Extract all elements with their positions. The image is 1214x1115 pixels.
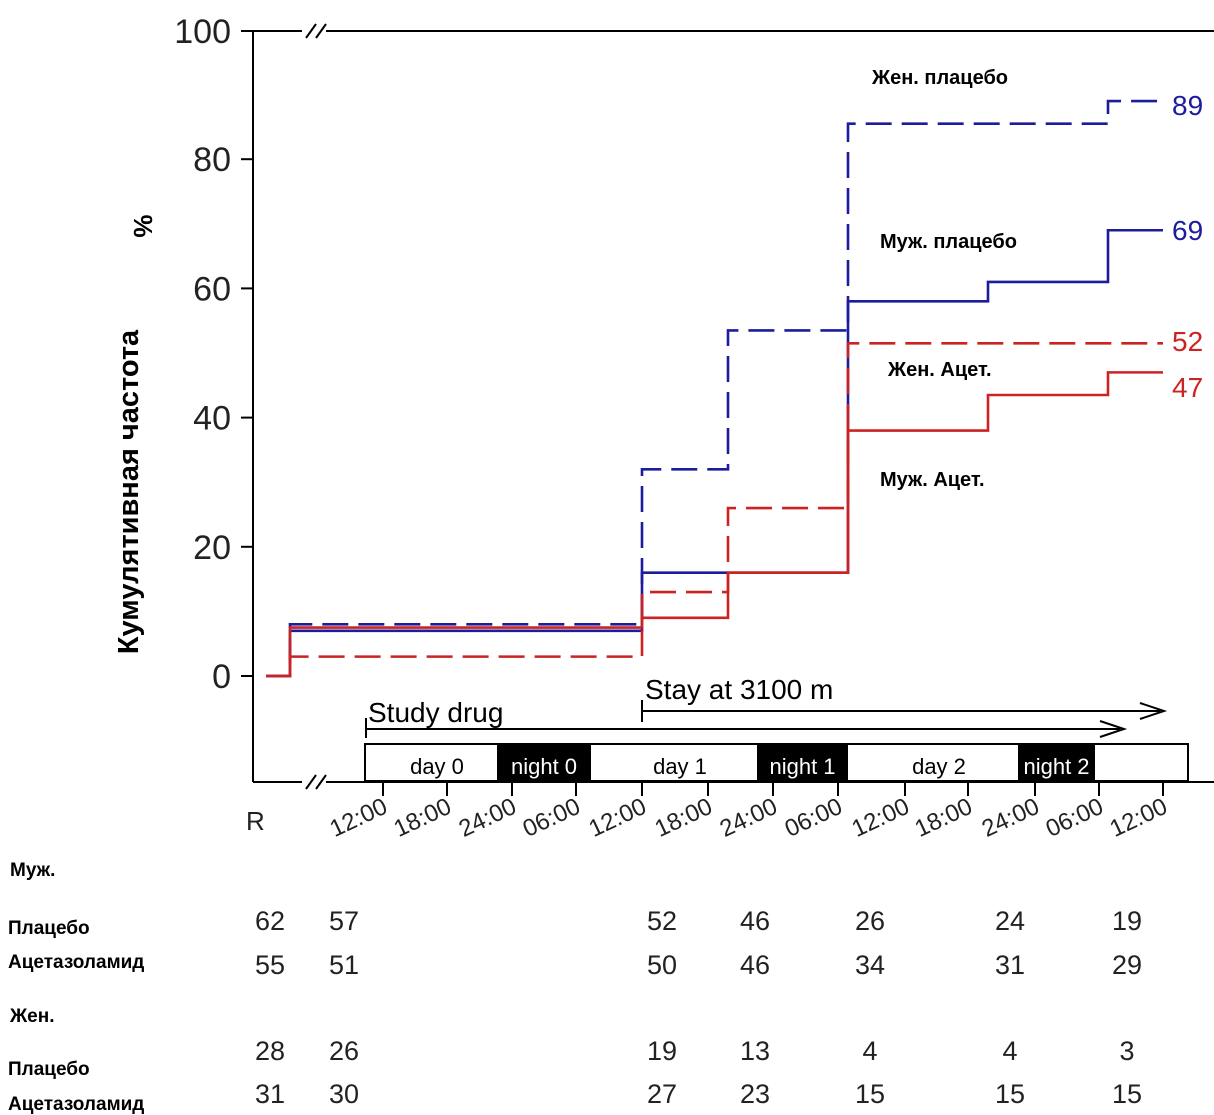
y-tick-label: 40	[193, 400, 231, 438]
series-end-label: 89	[1172, 90, 1203, 121]
axis-break-top-2	[315, 23, 327, 39]
period-label: night 2	[1023, 754, 1089, 779]
at-risk-value: 24	[995, 906, 1025, 936]
at-risk-row-label: Плацебо	[8, 1059, 90, 1080]
at-risk-value: 31	[255, 1079, 285, 1109]
at-risk-value: 4	[1002, 1036, 1017, 1066]
axis-break-top-1	[305, 23, 317, 39]
period-label: day 0	[410, 754, 464, 779]
at-risk-value: 28	[255, 1036, 285, 1066]
x-tick-label: R	[246, 806, 265, 836]
at-risk-value: 4	[862, 1036, 877, 1066]
study-drug-arrowhead	[1099, 720, 1128, 738]
x-tick-label: 06:00	[519, 793, 585, 843]
period-label: day 2	[912, 754, 966, 779]
at-risk-value: 15	[855, 1079, 885, 1109]
series-group	[266, 99, 1163, 678]
at-risk-value: 46	[740, 906, 770, 936]
at-risk-value: 55	[255, 950, 285, 980]
at-risk-value: 51	[329, 950, 359, 980]
at-risk-value: 13	[740, 1036, 770, 1066]
period-dark-block	[497, 745, 591, 780]
at-risk-table: Муж. Плацебо 62 57 52 46 26 24 19 Ацетазоламид 55 5…	[8, 860, 1142, 1115]
period-dark-block	[757, 745, 848, 780]
at-risk-row-label: Ацетазоламид	[8, 952, 144, 973]
at-risk-row-label: Ацетазоламид	[8, 1094, 144, 1115]
series-name-label: Муж. Ацет.	[880, 469, 985, 491]
x-tick-label: 18:00	[911, 793, 977, 843]
x-tick-label: 18:00	[651, 793, 717, 843]
y-axis-label: Кумулятивная частота	[113, 329, 145, 654]
y-tick-label: 60	[193, 270, 231, 308]
series-end-label: 52	[1172, 326, 1203, 357]
x-tick-label: 06:00	[781, 793, 847, 843]
y-tick-label: 0	[212, 658, 231, 696]
x-tick-label: 18:00	[390, 793, 456, 843]
series-end-label: 69	[1172, 215, 1203, 246]
at-risk-value: 15	[995, 1079, 1025, 1109]
series-name-label: Жен. плацебо	[871, 67, 1008, 89]
x-tick-label: 12:00	[585, 793, 651, 843]
at-risk-value: 31	[995, 950, 1025, 980]
at-risk-value: 27	[647, 1079, 677, 1109]
series-name-label: Муж. плацебо	[880, 231, 1017, 253]
at-risk-value: 19	[647, 1036, 677, 1066]
at-risk-value: 29	[1112, 950, 1142, 980]
at-risk-value: 62	[255, 906, 285, 936]
at-risk-value: 19	[1112, 906, 1142, 936]
series-line-2	[266, 228, 1163, 678]
at-risk-value: 3	[1119, 1036, 1134, 1066]
period-dark-block	[1018, 745, 1095, 780]
period-label: night 0	[511, 754, 577, 779]
axis-break-bottom-1	[305, 774, 317, 790]
y-tick-label: 100	[174, 13, 231, 51]
at-risk-value: 46	[740, 950, 770, 980]
x-tick-label: 12:00	[326, 793, 392, 843]
x-tick-label: 12:00	[848, 793, 914, 843]
at-risk-row-label: Плацебо	[8, 918, 90, 939]
period-label: night 1	[769, 754, 835, 779]
series-end-label: 47	[1172, 372, 1203, 403]
at-risk-value: 50	[647, 950, 677, 980]
axes: 0 20 40 60 80 100 Кумулятивная частота%	[113, 13, 1214, 790]
x-tick-label: 24:00	[978, 793, 1044, 843]
at-risk-value: 57	[329, 906, 359, 936]
at-risk-value: 34	[855, 950, 885, 980]
x-tick-label: 24:00	[716, 793, 782, 843]
period-label: day 1	[653, 754, 707, 779]
at-risk-value: 52	[647, 906, 677, 936]
at-risk-value: 23	[740, 1079, 770, 1109]
at-risk-value: 30	[329, 1079, 359, 1109]
at-risk-group-title: Муж.	[10, 860, 55, 881]
at-risk-group-title: Жен.	[9, 1006, 55, 1027]
series-line-3	[266, 342, 1163, 678]
labels-group: Жен. плацебо 89 Муж. плацебо 69 Жен. Ацет. 52…	[871, 67, 1203, 491]
series-name-label: Жен. Ацет.	[887, 359, 992, 381]
timeline: Study drug Stay at 3100 m day 0 night 0 day …	[246, 674, 1189, 843]
series-line-1	[266, 99, 1163, 678]
axis-break-bottom-2	[315, 774, 327, 790]
at-risk-value: 15	[1112, 1079, 1142, 1109]
stay-arrowhead	[1139, 702, 1168, 720]
y-tick-label: 80	[193, 141, 231, 179]
study-drug-label: Study drug	[368, 697, 503, 728]
x-tick-label: 06:00	[1042, 793, 1108, 843]
y-axis-unit: %	[128, 214, 158, 237]
series-line-4	[266, 371, 1163, 678]
y-tick-label: 20	[193, 529, 231, 567]
x-tick-label: 12:00	[1106, 793, 1172, 843]
at-risk-value: 26	[329, 1036, 359, 1066]
stay-label: Stay at 3100 m	[645, 674, 833, 705]
at-risk-value: 26	[855, 906, 885, 936]
x-tick-label: 24:00	[455, 793, 521, 843]
